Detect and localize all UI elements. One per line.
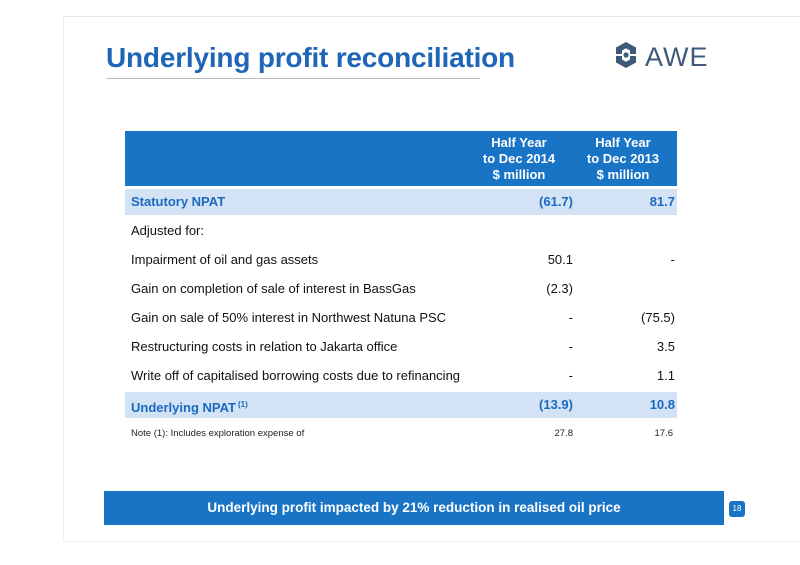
title-underline (106, 78, 480, 79)
table-row-underlying-npat: Underlying NPAT (1) (13.9) 10.8 (125, 392, 677, 418)
row-label: Underlying NPAT (1) (131, 392, 248, 421)
table-header: Half Year to Dec 2014 $ million Half Yea… (125, 131, 677, 186)
column-header-2013: Half Year to Dec 2013 $ million (568, 135, 678, 183)
table-row: Impairment of oil and gas assets 50.1 - (125, 247, 677, 273)
slide-title: Underlying profit reconciliation (106, 42, 515, 73)
row-value-2013: (75.5) (641, 310, 675, 325)
awe-logo-icon (616, 42, 636, 68)
column-header-line: to Dec 2014 (482, 151, 556, 166)
row-value-2013: - (670, 252, 675, 267)
page-number: 18 (729, 501, 745, 517)
row-label: Impairment of oil and gas assets (131, 252, 319, 267)
table-row: Restructuring costs in relation to Jakar… (125, 334, 677, 360)
slide-frame (63, 16, 800, 542)
column-header-line: to Dec 2013 (586, 151, 660, 166)
row-label: Statutory NPAT (131, 194, 226, 209)
table-row: Gain on sale of 50% interest in Northwes… (125, 305, 677, 331)
awe-logo: AWE (612, 40, 722, 72)
column-header-2014: Half Year to Dec 2014 $ million (464, 135, 574, 183)
row-value-2014: - (568, 368, 573, 383)
table-row-statutory-npat: Statutory NPAT (61.7) 81.7 (125, 189, 677, 215)
row-label: Adjusted for: (131, 223, 204, 238)
row-value-2013: 1.1 (656, 368, 675, 383)
row-value-2013: 10.8 (649, 397, 675, 412)
column-header-line: Half Year (491, 135, 547, 150)
footnote-value-2014: 27.8 (554, 428, 574, 439)
column-header-line: $ million (492, 167, 546, 182)
footnote: Note (1): Includes exploration expense o… (131, 428, 677, 442)
row-value-2014: (2.3) (546, 281, 573, 296)
row-value-2013: 3.5 (656, 339, 675, 354)
footnote-value-2013: 17.6 (654, 428, 674, 439)
row-label-text: Underlying NPAT (131, 400, 236, 415)
column-header-line: Half Year (595, 135, 651, 150)
table-row: Adjusted for: (125, 218, 677, 244)
footnote-label: Note (1): Includes exploration expense o… (131, 428, 305, 439)
row-value-2014: - (568, 339, 573, 354)
logo-text: AWE (645, 42, 709, 72)
key-message-banner: Underlying profit impacted by 21% reduct… (104, 491, 724, 525)
row-label: Restructuring costs in relation to Jakar… (131, 339, 398, 354)
row-value-2013: 81.7 (649, 194, 675, 209)
row-label: Gain on sale of 50% interest in Northwes… (131, 310, 447, 325)
table-row: Write off of capitalised borrowing costs… (125, 363, 677, 389)
row-value-2014: - (568, 310, 573, 325)
row-value-2014: (61.7) (539, 194, 573, 209)
row-label: Gain on completion of sale of interest i… (131, 281, 416, 296)
table-row: Gain on completion of sale of interest i… (125, 276, 677, 302)
row-label: Write off of capitalised borrowing costs… (131, 368, 461, 383)
row-value-2014: 50.1 (547, 252, 573, 267)
reconciliation-table: Half Year to Dec 2014 $ million Half Yea… (125, 131, 677, 418)
column-header-line: $ million (596, 167, 650, 182)
row-value-2014: (13.9) (539, 397, 573, 412)
footnote-marker: (1) (237, 400, 248, 409)
